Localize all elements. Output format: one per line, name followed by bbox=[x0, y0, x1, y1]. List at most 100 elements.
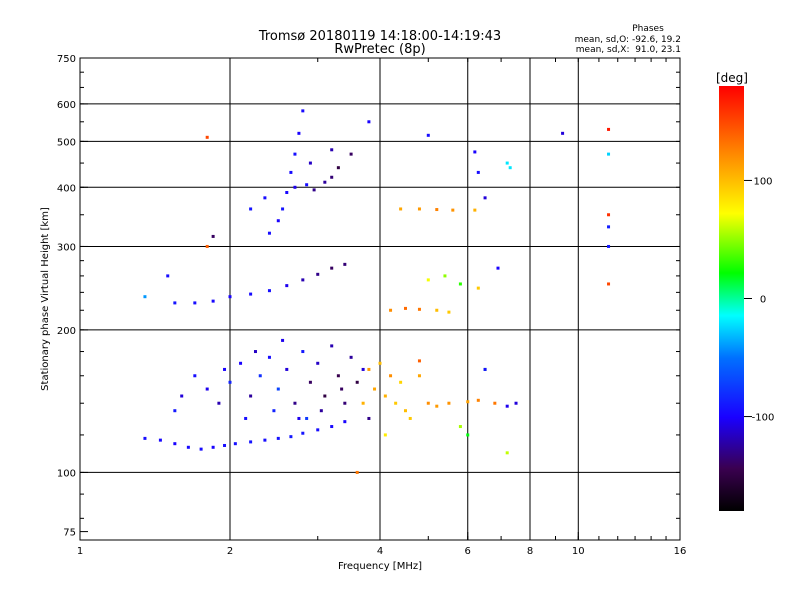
scatter-point bbox=[496, 266, 500, 270]
scatter-point bbox=[193, 374, 197, 378]
scatter-point bbox=[249, 207, 253, 211]
scatter-point bbox=[285, 284, 289, 288]
y-axis-ticks: 75 100 200 300 400 500 600 750 bbox=[57, 54, 680, 539]
x-tick-label: 8 bbox=[527, 546, 533, 557]
scatter-point bbox=[305, 183, 309, 187]
scatter-point bbox=[281, 207, 285, 211]
scatter-point bbox=[607, 213, 611, 217]
scatter-point bbox=[389, 374, 393, 378]
scatter-point bbox=[451, 208, 455, 212]
scatter-point bbox=[389, 308, 393, 312]
scatter-point bbox=[561, 131, 565, 135]
scatter-point bbox=[228, 295, 232, 299]
scatter-point bbox=[211, 234, 215, 238]
y-tick-label: 300 bbox=[57, 242, 76, 253]
scatter-point bbox=[343, 262, 347, 266]
scatter-point bbox=[263, 438, 267, 442]
scatter-point bbox=[408, 416, 412, 420]
stats-line-o: mean, sd,O: -92.6, 19.2 bbox=[575, 35, 681, 45]
scatter-point bbox=[435, 404, 439, 408]
scatter-point bbox=[483, 196, 487, 200]
scatter-point bbox=[417, 307, 421, 311]
scatter-point bbox=[330, 148, 334, 152]
scatter-point bbox=[316, 428, 320, 432]
scatter-point bbox=[276, 436, 280, 440]
scatter-point bbox=[383, 433, 387, 437]
colorbar-tick-label: -100 bbox=[752, 413, 775, 424]
scatter-point bbox=[373, 387, 377, 391]
scatter-point bbox=[355, 380, 359, 384]
x-axis-label: Frequency [MHz] bbox=[338, 561, 422, 572]
x-axis-ticks: 1 2 4 6 8 10 16 bbox=[77, 58, 687, 557]
scatter-point bbox=[383, 394, 387, 398]
scatter-point bbox=[249, 440, 253, 444]
scatter-point bbox=[239, 361, 243, 365]
scatter-point bbox=[473, 208, 477, 212]
scatter-point bbox=[399, 207, 403, 211]
scatter-point bbox=[514, 401, 518, 405]
scatter-point bbox=[205, 244, 209, 248]
scatter-point bbox=[493, 401, 497, 405]
colorbar-label: [deg] bbox=[716, 71, 748, 85]
scatter-point bbox=[316, 272, 320, 276]
scatter-point bbox=[293, 401, 297, 405]
x-tick-label: 2 bbox=[227, 546, 233, 557]
scatter-points bbox=[143, 109, 611, 474]
scatter-point bbox=[263, 196, 267, 200]
scatter-point bbox=[361, 367, 365, 371]
scatter-point bbox=[289, 435, 293, 439]
scatter-point bbox=[336, 374, 340, 378]
scatter-point bbox=[476, 286, 480, 290]
scatter-point bbox=[505, 404, 509, 408]
scatter-point bbox=[336, 166, 340, 170]
y-tick-label: 600 bbox=[57, 100, 76, 111]
scatter-point bbox=[330, 425, 334, 429]
scatter-point bbox=[308, 380, 312, 384]
chart-subtitle: RwPretec (8p) bbox=[334, 42, 425, 57]
stats-heading: Phases bbox=[632, 24, 664, 34]
scatter-point bbox=[143, 436, 147, 440]
scatter-point bbox=[466, 400, 470, 404]
scatter-point bbox=[308, 161, 312, 165]
scatter-point bbox=[607, 152, 611, 156]
scatter-point bbox=[228, 380, 232, 384]
scatter-point bbox=[378, 361, 382, 365]
scatter-point bbox=[476, 170, 480, 174]
scatter-point bbox=[367, 120, 371, 124]
colorbar-tick-label: 100 bbox=[753, 176, 772, 187]
y-tick-label: 500 bbox=[57, 137, 76, 148]
x-tick-label: 10 bbox=[572, 546, 585, 557]
y-tick-label: 400 bbox=[57, 183, 76, 194]
scatter-point bbox=[297, 416, 301, 420]
scatter-point bbox=[417, 207, 421, 211]
scatter-point bbox=[505, 451, 509, 455]
scatter-point bbox=[205, 135, 209, 139]
grid-lines bbox=[80, 58, 680, 540]
scatter-point bbox=[367, 367, 371, 371]
scatter-point bbox=[330, 266, 334, 270]
scatter-point bbox=[349, 355, 353, 359]
scatter-point bbox=[476, 398, 480, 402]
y-tick-label: 75 bbox=[63, 528, 76, 539]
scatter-point bbox=[361, 401, 365, 405]
scatter-point bbox=[267, 289, 271, 293]
scatter-point bbox=[272, 409, 276, 413]
scatter-point bbox=[305, 416, 309, 420]
colorbar bbox=[719, 86, 744, 511]
scatter-point bbox=[173, 409, 177, 413]
x-tick-label: 16 bbox=[674, 546, 687, 557]
scatter-point bbox=[316, 361, 320, 365]
scatter-point bbox=[249, 292, 253, 296]
scatter-point bbox=[607, 282, 611, 286]
y-tick-label: 100 bbox=[57, 468, 76, 479]
scatter-point bbox=[323, 180, 327, 184]
scatter-point bbox=[258, 374, 262, 378]
scatter-point bbox=[253, 350, 257, 354]
scatter-point bbox=[343, 420, 347, 424]
scatter-point bbox=[447, 310, 451, 314]
scatter-point bbox=[340, 387, 344, 391]
scatter-point bbox=[403, 409, 407, 413]
scatter-point bbox=[276, 387, 280, 391]
chart-title: Tromsø 20180119 14:18:00-14:19:43 bbox=[258, 29, 501, 44]
